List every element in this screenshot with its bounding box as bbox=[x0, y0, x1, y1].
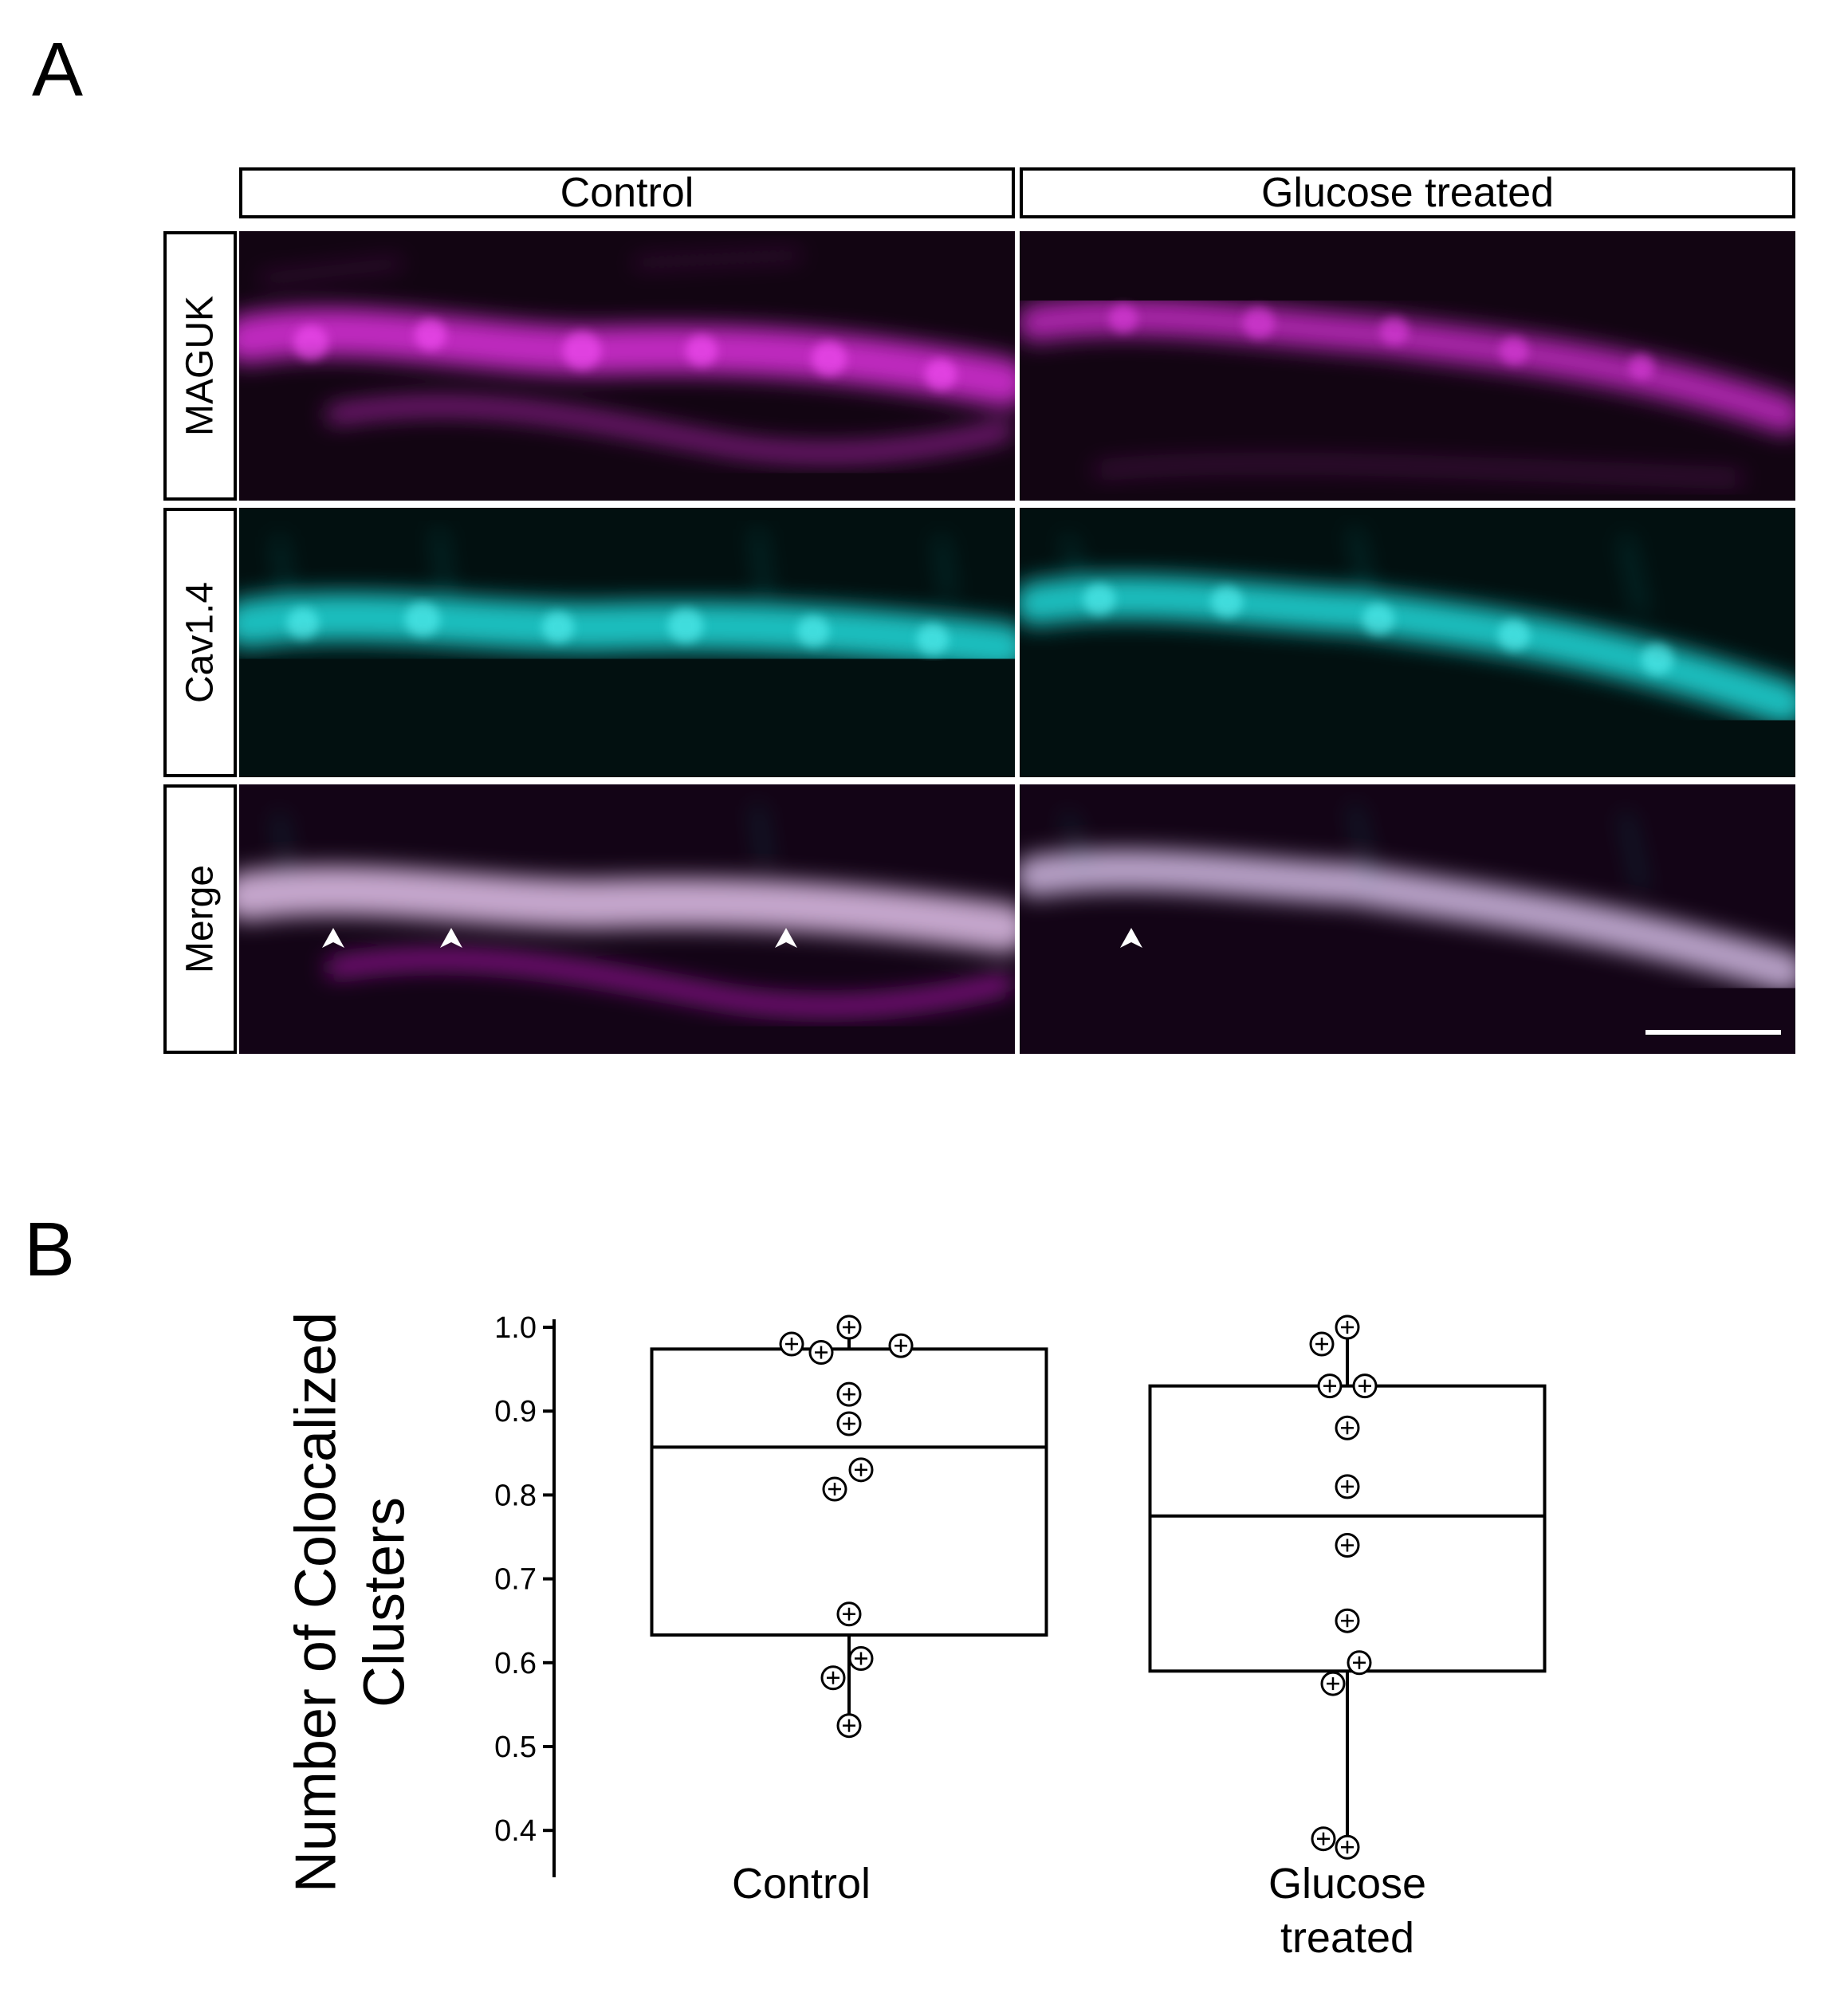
micrograph-control-maguk bbox=[239, 231, 1015, 501]
data-point bbox=[836, 1713, 862, 1739]
data-point bbox=[836, 1381, 862, 1407]
micrograph-glucose-cav bbox=[1020, 508, 1795, 777]
data-point bbox=[822, 1476, 847, 1502]
data-point bbox=[888, 1333, 914, 1358]
data-point bbox=[1335, 1415, 1360, 1440]
column-header-control: Control bbox=[239, 167, 1015, 218]
data-point bbox=[1352, 1373, 1378, 1399]
arrowhead-icon bbox=[322, 928, 344, 948]
data-point bbox=[836, 1315, 862, 1340]
data-point bbox=[820, 1665, 846, 1691]
data-point bbox=[808, 1340, 834, 1366]
y-tick-label: 0.5 bbox=[494, 1731, 537, 1764]
row-header-merge: Merge bbox=[163, 784, 237, 1054]
data-point bbox=[1309, 1331, 1335, 1357]
x-category-label-control: Control bbox=[731, 1860, 871, 1908]
y-tick-label: 0.4 bbox=[494, 1814, 537, 1848]
arrowhead-icon bbox=[440, 928, 462, 948]
data-point bbox=[1320, 1671, 1346, 1696]
x-category-label-glucose: Glucose treated bbox=[1268, 1860, 1427, 1962]
micrograph-control-cav bbox=[239, 508, 1015, 777]
data-point bbox=[1335, 1533, 1360, 1558]
merge-arrowheads-glucose bbox=[1120, 928, 1142, 948]
data-point bbox=[1347, 1650, 1372, 1676]
panel-b-letter: B bbox=[24, 1207, 76, 1292]
merge-arrowheads-control bbox=[322, 928, 797, 948]
arrowhead-icon bbox=[775, 928, 797, 948]
y-axis-label: Number of Colocalized Clusters bbox=[282, 1244, 420, 1961]
scale-bar bbox=[1645, 1030, 1781, 1035]
data-point bbox=[848, 1457, 874, 1483]
box-plots bbox=[650, 1327, 1547, 1848]
micrograph-glucose-merge bbox=[1020, 784, 1795, 1054]
panel-a-letter: A bbox=[32, 27, 84, 112]
column-header-glucose: Glucose treated bbox=[1020, 167, 1795, 218]
data-point bbox=[836, 1411, 862, 1436]
y-tick-label: 0.6 bbox=[494, 1647, 537, 1680]
y-axis-label-text: Number of Colocalized Clusters bbox=[284, 1311, 417, 1893]
y-tick-label: 0.9 bbox=[494, 1395, 537, 1428]
row-header-cav: Cav1.4 bbox=[163, 508, 237, 777]
arrowhead-icon bbox=[1120, 928, 1142, 948]
box bbox=[1148, 1384, 1547, 1673]
data-point bbox=[1317, 1373, 1343, 1399]
data-point bbox=[848, 1646, 874, 1672]
data-points bbox=[779, 1315, 1378, 1860]
y-tick-label: 0.7 bbox=[494, 1563, 537, 1597]
data-point bbox=[1335, 1608, 1360, 1633]
row-header-maguk: MAGUK bbox=[163, 231, 237, 501]
y-tick-label: 1.0 bbox=[494, 1311, 537, 1345]
y-tick-label: 0.8 bbox=[494, 1479, 537, 1512]
micrograph-glucose-maguk bbox=[1020, 231, 1795, 501]
data-point bbox=[1335, 1834, 1360, 1860]
box bbox=[650, 1347, 1048, 1637]
data-point bbox=[1335, 1474, 1360, 1499]
micrograph-control-merge bbox=[239, 784, 1015, 1054]
data-point bbox=[1335, 1315, 1360, 1340]
data-point bbox=[779, 1331, 804, 1357]
y-axis: 1.0 0.9 0.8 0.7 0.6 0.5 0.4 bbox=[494, 1311, 556, 1877]
data-point bbox=[1311, 1826, 1336, 1852]
data-point bbox=[836, 1601, 862, 1627]
